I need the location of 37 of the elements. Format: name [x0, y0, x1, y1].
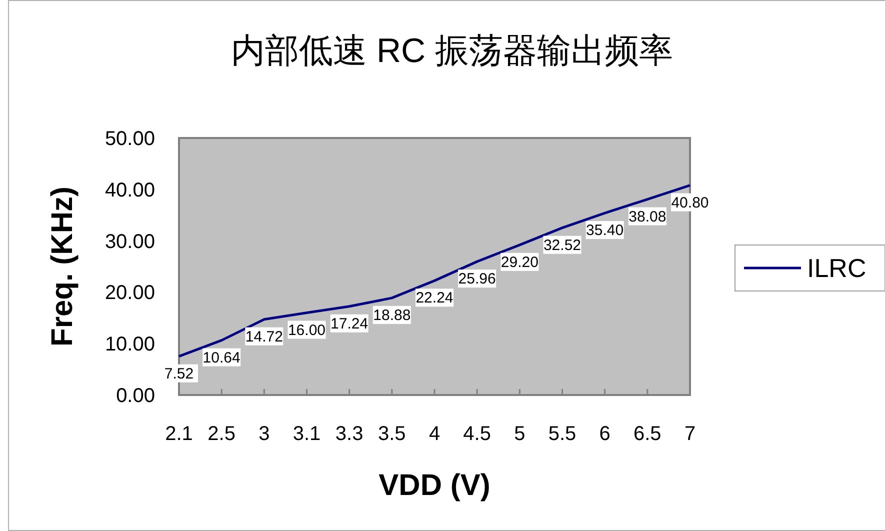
y-axis-title: Freq. (KHz): [46, 186, 79, 346]
x-tick-label: 6: [599, 423, 610, 445]
x-tick-label: 4.5: [463, 423, 491, 445]
y-tick-label: 10.00: [104, 334, 155, 356]
x-tick-label: 3.3: [335, 423, 364, 445]
data-label: 29.20: [500, 254, 538, 271]
x-tick-label: 6.5: [634, 423, 662, 445]
chart-title: 内部低速 RC 振荡器输出频率: [231, 32, 673, 70]
data-label: 7.52: [164, 365, 194, 382]
data-label: 35.40: [586, 222, 624, 240]
x-tick-label: 5.5: [548, 423, 576, 445]
data-label: 40.80: [671, 194, 709, 212]
data-label: 16.00: [288, 322, 326, 339]
y-tick-label: 30.00: [104, 230, 155, 253]
data-label: 38.08: [628, 208, 666, 226]
x-tick-label: 2.1: [165, 423, 193, 445]
x-tick-label: 3: [258, 423, 270, 445]
data-label: 32.52: [543, 236, 582, 254]
data-label: 10.64: [202, 349, 240, 366]
legend: ILRC: [734, 244, 885, 292]
y-tick-label: 40.00: [104, 179, 155, 202]
y-tick-label: 20.00: [104, 282, 155, 304]
legend-label: ILRC: [807, 253, 866, 283]
x-tick-label: 3.5: [378, 423, 406, 445]
data-label: 22.24: [416, 290, 454, 307]
data-label: 17.24: [330, 315, 368, 332]
x-axis-title: VDD (V): [378, 469, 490, 502]
x-tick-label: 4: [428, 423, 440, 445]
x-tick-label: 2.5: [208, 423, 236, 445]
y-tick-label: 50.00: [104, 128, 155, 150]
data-label: 18.88: [373, 306, 411, 324]
data-label: 14.72: [245, 328, 283, 346]
x-tick-label: 3.1: [292, 423, 321, 445]
x-tick-label: 5: [514, 423, 526, 445]
data-label: 25.96: [458, 270, 496, 288]
y-tick-label: 0.00: [116, 385, 155, 407]
x-tick-label: 7: [684, 423, 696, 445]
